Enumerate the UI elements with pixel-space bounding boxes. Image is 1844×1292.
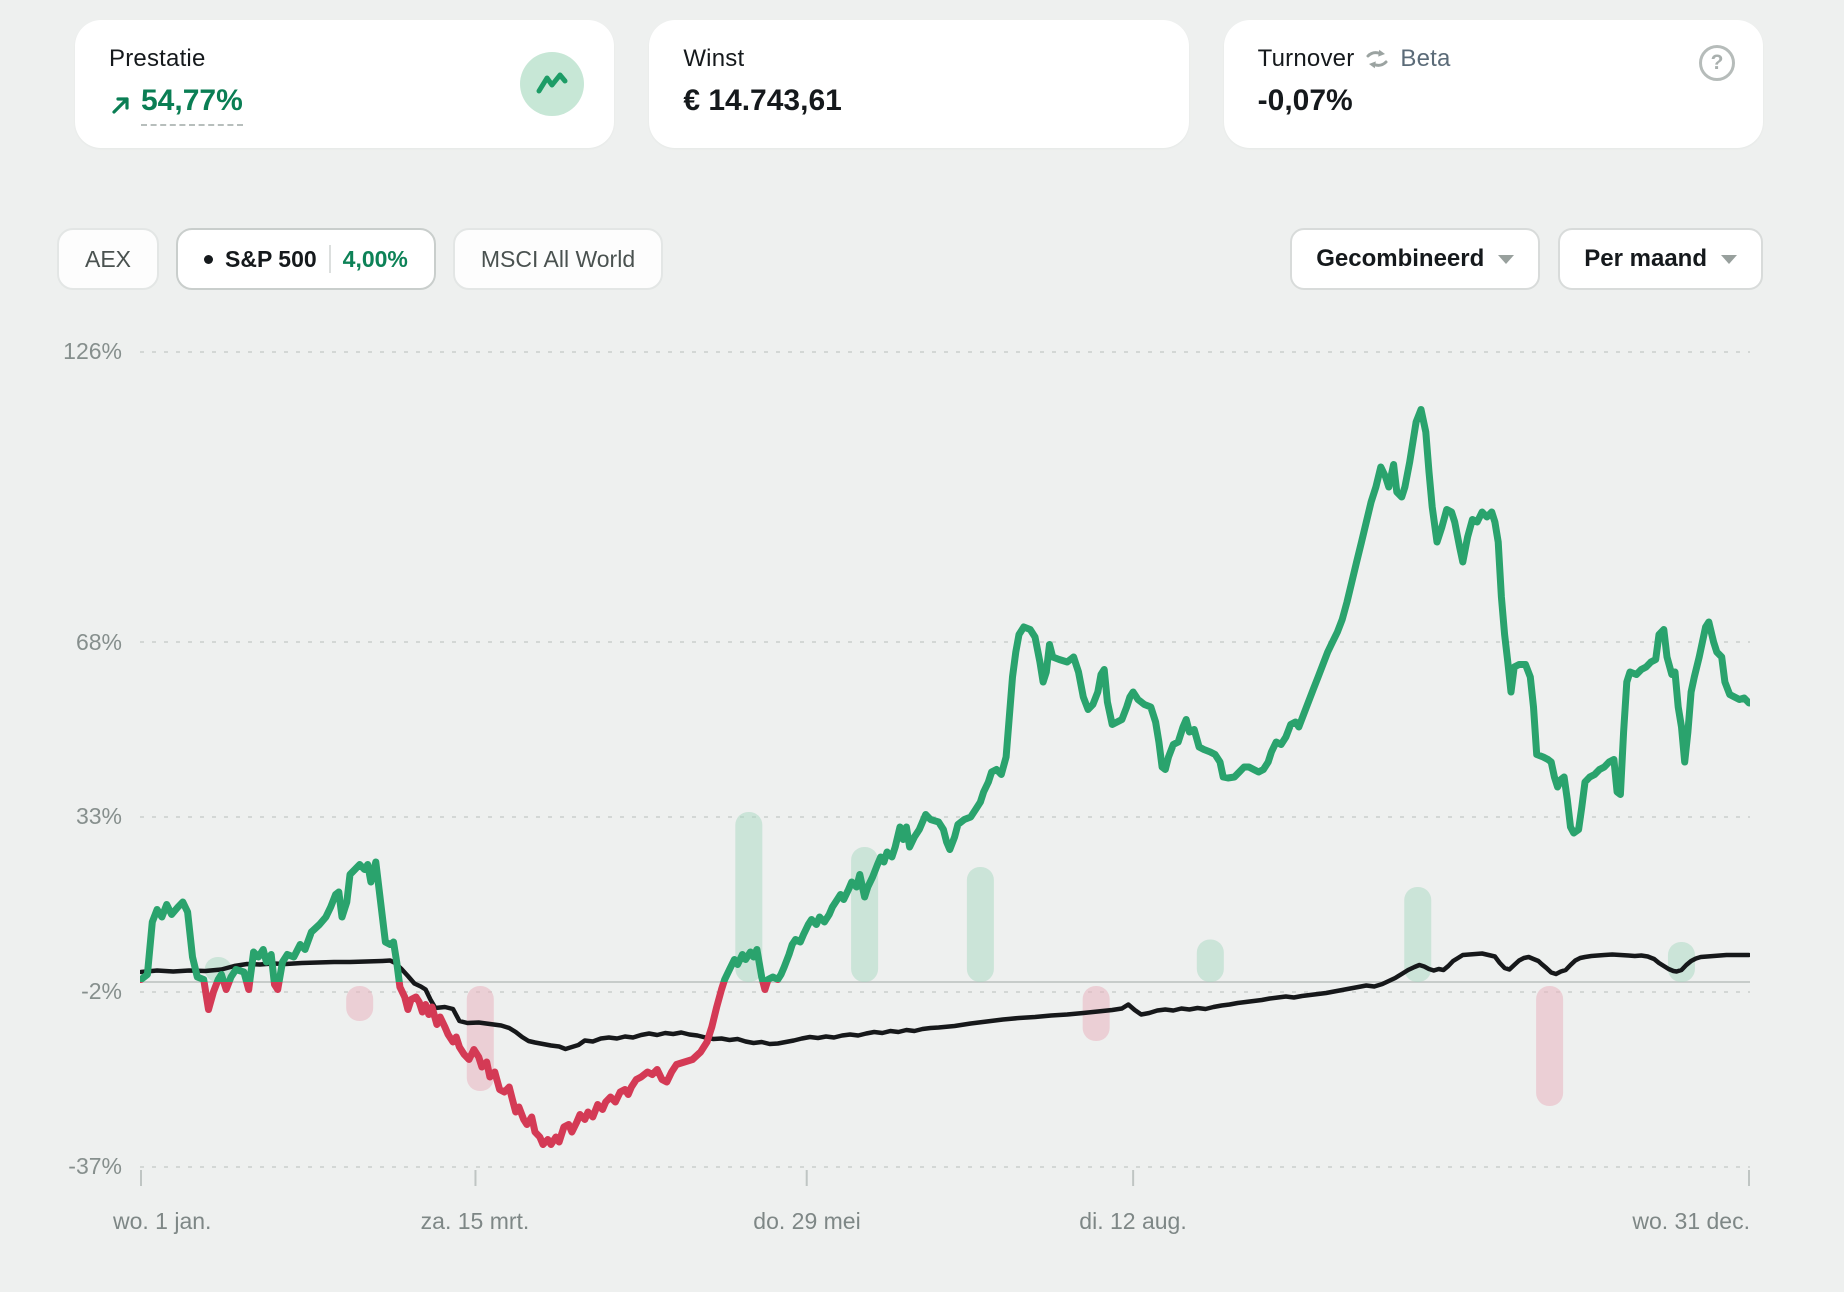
x-axis-label: wo. 31 dec. bbox=[1632, 1208, 1750, 1234]
x-axis-label: di. 12 aug. bbox=[1079, 1208, 1187, 1234]
interval-dropdown-value: Per maand bbox=[1584, 245, 1707, 272]
x-axis-label: wo. 1 jan. bbox=[113, 1208, 212, 1234]
combine-dropdown[interactable]: Gecombineerd bbox=[1290, 228, 1541, 290]
chip-aex-label: AEX bbox=[85, 245, 132, 272]
benchmark-chips-row: AEX S&P 500 4,00% MSCI All World Gecombi… bbox=[57, 228, 1763, 290]
interval-dropdown[interactable]: Per maand bbox=[1558, 228, 1763, 290]
chip-sp500[interactable]: S&P 500 4,00% bbox=[176, 228, 436, 290]
chip-divider bbox=[328, 245, 331, 273]
turnover-card: Turnover Beta -0,07% ? bbox=[1223, 20, 1763, 148]
chip-sp500-return: 4,00% bbox=[342, 245, 408, 272]
y-axis-label: -2% bbox=[81, 978, 122, 1004]
bullet-icon bbox=[204, 254, 214, 264]
combine-dropdown-value: Gecombineerd bbox=[1316, 245, 1485, 272]
y-axis-label: 126% bbox=[63, 338, 122, 364]
performance-percent: 54,77% bbox=[141, 84, 243, 126]
x-axis-labels: wo. 1 jan. za. 15 mrt. do. 29 mei di. 12… bbox=[113, 1208, 1750, 1248]
y-axis-label: -37% bbox=[68, 1153, 122, 1179]
turnover-value: -0,07% bbox=[1257, 84, 1353, 117]
chip-msci[interactable]: MSCI All World bbox=[452, 228, 664, 290]
kpi-cards-row: Prestatie 54,77% Winst € 14.743,61 bbox=[75, 20, 1763, 148]
profit-card: Winst € 14.743,61 bbox=[649, 20, 1189, 148]
performance-card-title: Prestatie bbox=[109, 45, 206, 72]
profit-value: € 14.743,61 bbox=[683, 84, 842, 117]
x-axis-label: za. 15 mrt. bbox=[420, 1208, 530, 1234]
sparkline-icon bbox=[536, 72, 568, 94]
performance-chart[interactable] bbox=[140, 300, 1750, 1190]
performance-value[interactable]: 54,77% bbox=[109, 84, 243, 126]
x-axis-label: do. 29 mei bbox=[753, 1208, 861, 1234]
chip-msci-label: MSCI All World bbox=[480, 245, 636, 272]
chip-aex[interactable]: AEX bbox=[57, 228, 160, 290]
chip-sp500-label: S&P 500 bbox=[225, 245, 317, 272]
y-axis-label: 33% bbox=[75, 803, 122, 829]
beta-toggle-label[interactable]: Beta bbox=[1400, 45, 1451, 72]
chevron-down-icon bbox=[1721, 254, 1737, 264]
turnover-card-title: Turnover Beta bbox=[1258, 45, 1729, 73]
swap-icon[interactable] bbox=[1364, 47, 1390, 71]
arrow-up-right-icon bbox=[112, 97, 129, 114]
turnover-label: Turnover bbox=[1257, 45, 1355, 72]
performance-card: Prestatie 54,77% bbox=[75, 20, 615, 148]
y-axis-label: 68% bbox=[75, 629, 122, 655]
chevron-down-icon bbox=[1498, 254, 1515, 264]
help-icon[interactable]: ? bbox=[1698, 45, 1735, 81]
performance-value-row: 54,77% bbox=[109, 84, 580, 126]
profit-card-title: Winst bbox=[683, 45, 745, 72]
sparkline-badge bbox=[520, 52, 585, 116]
chart-controls: Gecombineerd Per maand bbox=[1290, 228, 1763, 290]
